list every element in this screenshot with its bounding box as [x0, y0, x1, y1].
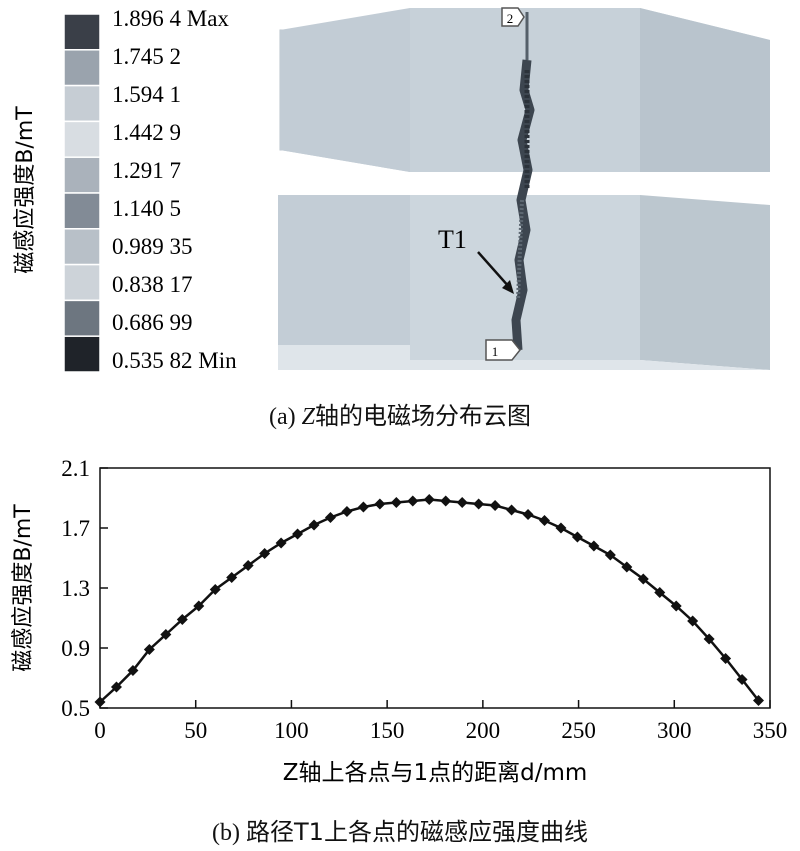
y-tick-label: 1.7	[61, 516, 90, 541]
data-point	[423, 494, 435, 505]
point-end-marker: 2	[501, 7, 525, 27]
x-tick-label: 100	[274, 718, 309, 743]
x-axis-label: Z轴上各点与1点的距离d/mm	[283, 760, 588, 786]
legend-swatch	[63, 84, 101, 123]
legend-swatch	[63, 120, 101, 158]
data-point	[407, 495, 419, 507]
upper-block	[279, 8, 770, 172]
data-point	[538, 515, 550, 526]
path-label-t1: T1	[438, 225, 467, 254]
data-point	[374, 498, 386, 510]
x-tick-label: 300	[657, 718, 692, 743]
data-point	[604, 549, 616, 561]
series-group	[94, 494, 765, 708]
data-point	[308, 519, 320, 531]
y-tick-label: 0.5	[61, 696, 90, 721]
legend-color-bar	[63, 13, 101, 373]
data-point	[440, 495, 452, 507]
legend-value: 1.594 1	[112, 82, 181, 107]
data-point	[489, 500, 501, 511]
y-tick-label: 0.9	[61, 636, 90, 661]
legend-value: 1.140 5	[112, 196, 181, 221]
svg-text:1: 1	[492, 344, 499, 359]
data-point	[160, 629, 172, 640]
legend-value: 0.989 35	[112, 234, 193, 259]
legend-value: 0.686 99	[112, 310, 193, 335]
data-point	[94, 696, 106, 708]
y-tick-label: 2.1	[61, 456, 90, 481]
data-point	[473, 498, 485, 510]
legend-title: 磁感应强度B/mT	[13, 106, 38, 274]
data-point	[292, 528, 304, 540]
data-point	[736, 674, 748, 685]
x-tick-label: 150	[370, 718, 405, 743]
data-point	[506, 504, 518, 516]
data-point	[324, 512, 336, 523]
y-ticks: 0.5 0.9 1.3 1.7 2.1	[61, 456, 108, 721]
data-point	[193, 600, 205, 612]
data-point	[720, 653, 732, 664]
y-tick-label: 1.3	[61, 576, 90, 601]
x-tick-label: 0	[94, 718, 106, 743]
legend-swatch	[63, 49, 101, 87]
data-point	[571, 531, 583, 543]
path-t1	[511, 12, 535, 351]
legend-value: 1.745 2	[112, 44, 181, 69]
t1-arrowhead	[502, 280, 514, 294]
point-start-marker: 1	[485, 339, 521, 361]
legend-swatch	[63, 299, 101, 337]
line-chart: 磁感应强度B/mT 0.5 0.9 1.3 1.7 2.1 0 50 100 150 200 25…	[11, 456, 787, 786]
legend-swatch	[63, 156, 101, 194]
legend-value: 0.838 17	[112, 272, 193, 297]
t1-arrow	[477, 251, 511, 289]
legend-swatch	[63, 228, 101, 266]
data-point	[226, 572, 238, 583]
x-ticks: 0 50 100 150 200 250 300 350	[94, 700, 787, 743]
legend-swatch	[63, 13, 101, 51]
x-tick-label: 250	[561, 718, 596, 743]
data-point	[588, 540, 600, 552]
legend-swatch	[63, 192, 101, 230]
legend-value: 1.896 4 Max	[112, 6, 229, 31]
caption-b: (b) 路径T1上各点的磁感应强度曲线	[212, 818, 588, 846]
lower-block	[278, 195, 770, 370]
y-axis-label: 磁感应强度B/mT	[11, 504, 36, 672]
field-contour-figure: 磁感应强度B/mT 1.896 4 Max 1.745 2 1.594 1 1.442…	[13, 6, 770, 373]
data-point	[259, 548, 271, 559]
data-point	[390, 497, 402, 508]
data-point	[176, 614, 188, 625]
data-point	[456, 497, 468, 508]
legend-value: 1.291 7	[112, 158, 181, 183]
data-point	[753, 695, 765, 706]
legend-labels: 1.896 4 Max 1.745 2 1.594 1 1.442 9 1.291 7 1…	[112, 6, 237, 373]
data-point	[687, 615, 699, 627]
data-point	[522, 509, 534, 520]
data-point	[670, 600, 682, 612]
data-point	[242, 560, 254, 571]
legend-swatch	[63, 263, 101, 302]
data-point	[209, 584, 221, 595]
data-point	[275, 537, 287, 549]
data-point	[341, 506, 353, 517]
x-tick-label: 200	[466, 718, 501, 743]
data-point	[110, 681, 122, 693]
svg-text:2: 2	[507, 11, 514, 26]
caption-a: (a) Z轴的电磁场分布云图	[269, 402, 531, 430]
data-point	[703, 633, 715, 645]
data-point	[127, 665, 139, 676]
legend-value: 0.535 82 Min	[112, 348, 237, 373]
data-point	[637, 573, 649, 585]
legend-swatch	[63, 335, 101, 373]
data-point	[555, 522, 567, 534]
x-tick-label: 350	[753, 718, 788, 743]
data-point	[654, 587, 666, 598]
data-point	[357, 501, 369, 513]
legend-value: 1.442 9	[112, 120, 181, 145]
data-point	[621, 561, 633, 573]
plot-frame	[99, 467, 771, 709]
x-tick-label: 50	[184, 718, 207, 743]
data-point	[143, 644, 155, 655]
